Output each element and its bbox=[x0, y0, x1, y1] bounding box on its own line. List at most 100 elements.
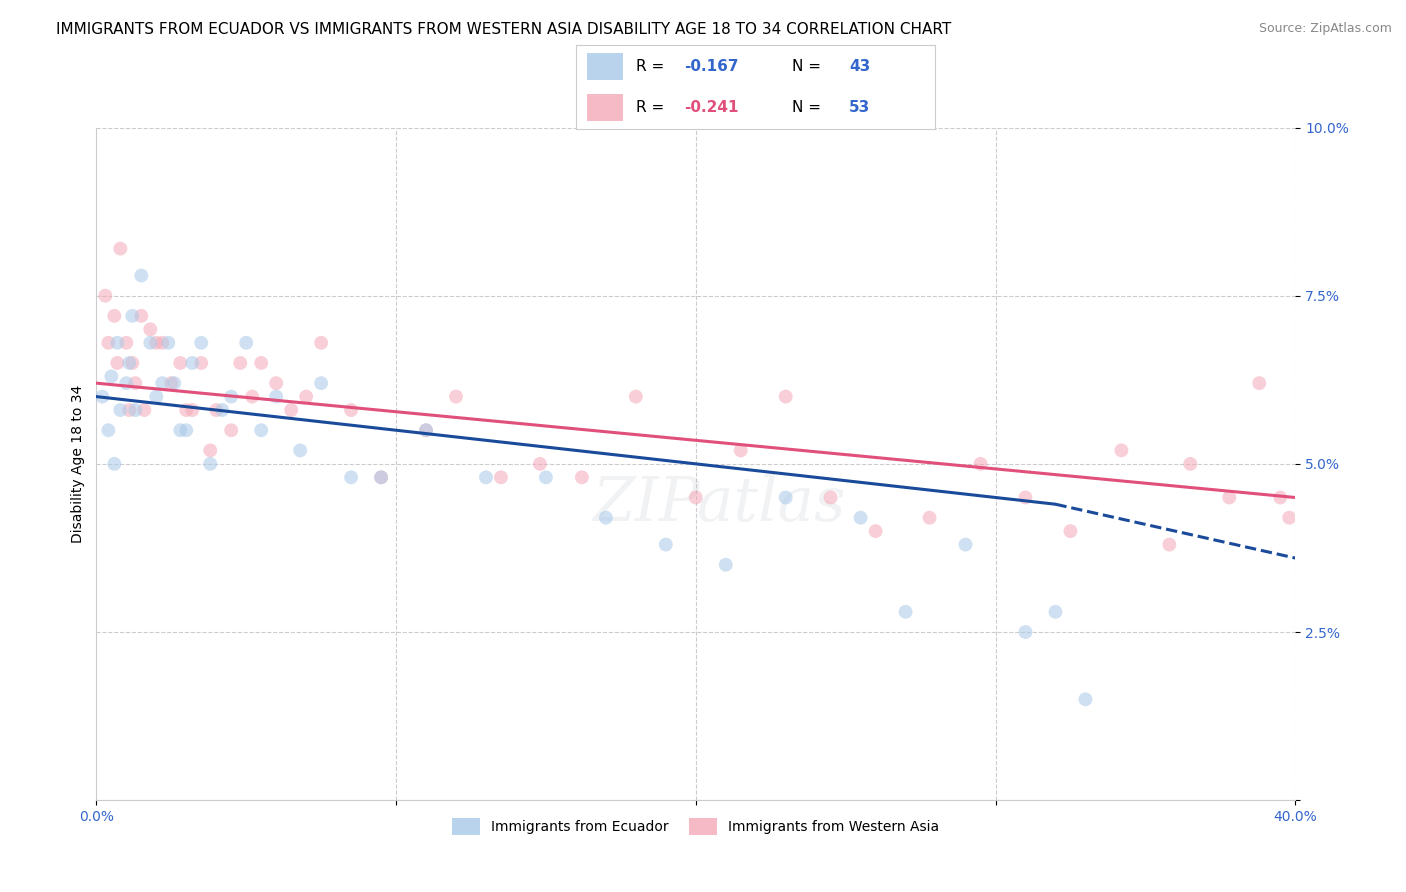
Point bbox=[534, 470, 557, 484]
Point bbox=[145, 390, 167, 404]
Point bbox=[219, 423, 242, 437]
Point bbox=[229, 356, 252, 370]
Point bbox=[340, 470, 363, 484]
Point bbox=[139, 335, 162, 350]
Point bbox=[97, 335, 120, 350]
Point bbox=[250, 423, 273, 437]
Text: N =: N = bbox=[792, 100, 825, 115]
Point bbox=[157, 335, 180, 350]
Point bbox=[131, 309, 153, 323]
Point bbox=[415, 423, 437, 437]
Point bbox=[1045, 605, 1067, 619]
Point bbox=[475, 470, 498, 484]
Point bbox=[685, 491, 707, 505]
Text: 53: 53 bbox=[849, 100, 870, 115]
Point bbox=[918, 510, 941, 524]
Text: -0.167: -0.167 bbox=[685, 59, 738, 74]
Point bbox=[115, 376, 138, 391]
Point bbox=[110, 242, 132, 256]
Point bbox=[118, 403, 141, 417]
Point bbox=[174, 423, 197, 437]
Point bbox=[1270, 491, 1292, 505]
Text: IMMIGRANTS FROM ECUADOR VS IMMIGRANTS FROM WESTERN ASIA DISABILITY AGE 18 TO 34 : IMMIGRANTS FROM ECUADOR VS IMMIGRANTS FR… bbox=[56, 22, 952, 37]
Point bbox=[200, 443, 222, 458]
Point bbox=[849, 510, 872, 524]
Point bbox=[110, 403, 132, 417]
Point bbox=[190, 356, 212, 370]
Point bbox=[595, 510, 617, 524]
Point bbox=[150, 376, 173, 391]
Point bbox=[134, 403, 156, 417]
Point bbox=[775, 491, 797, 505]
Point bbox=[169, 423, 191, 437]
Point bbox=[1074, 692, 1097, 706]
Bar bbox=[588, 54, 623, 80]
Point bbox=[865, 524, 887, 538]
Point bbox=[1014, 625, 1036, 640]
Point bbox=[264, 376, 287, 391]
Point bbox=[894, 605, 917, 619]
Point bbox=[775, 390, 797, 404]
Point bbox=[340, 403, 363, 417]
Point bbox=[121, 356, 143, 370]
Point bbox=[124, 376, 146, 391]
Text: R =: R = bbox=[636, 100, 669, 115]
Point bbox=[288, 443, 311, 458]
Point bbox=[169, 356, 191, 370]
Point bbox=[264, 390, 287, 404]
Point bbox=[529, 457, 551, 471]
Point bbox=[150, 335, 173, 350]
Point bbox=[103, 457, 125, 471]
Point bbox=[97, 423, 120, 437]
Point bbox=[174, 403, 197, 417]
Point bbox=[1159, 538, 1181, 552]
Point bbox=[205, 403, 228, 417]
Point bbox=[820, 491, 842, 505]
Point bbox=[235, 335, 257, 350]
Point bbox=[103, 309, 125, 323]
Point bbox=[240, 390, 263, 404]
Point bbox=[1180, 457, 1202, 471]
Point bbox=[105, 356, 128, 370]
Point bbox=[295, 390, 318, 404]
Point bbox=[415, 423, 437, 437]
Point bbox=[1249, 376, 1271, 391]
Text: Source: ZipAtlas.com: Source: ZipAtlas.com bbox=[1258, 22, 1392, 36]
Point bbox=[131, 268, 153, 283]
Legend: Immigrants from Ecuador, Immigrants from Western Asia: Immigrants from Ecuador, Immigrants from… bbox=[447, 813, 945, 840]
Point bbox=[1059, 524, 1081, 538]
Point bbox=[160, 376, 183, 391]
Point bbox=[94, 289, 117, 303]
Text: N =: N = bbox=[792, 59, 825, 74]
Text: 43: 43 bbox=[849, 59, 870, 74]
Point bbox=[163, 376, 186, 391]
Point bbox=[91, 390, 114, 404]
Point bbox=[105, 335, 128, 350]
Point bbox=[1218, 491, 1240, 505]
Point bbox=[370, 470, 392, 484]
Point bbox=[181, 356, 204, 370]
Point bbox=[1111, 443, 1133, 458]
Point bbox=[219, 390, 242, 404]
Point bbox=[280, 403, 302, 417]
Point bbox=[118, 356, 141, 370]
Point bbox=[124, 403, 146, 417]
Point bbox=[571, 470, 593, 484]
Text: R =: R = bbox=[636, 59, 669, 74]
Bar bbox=[588, 94, 623, 120]
Point bbox=[489, 470, 512, 484]
Point bbox=[955, 538, 977, 552]
Point bbox=[1278, 510, 1301, 524]
Point bbox=[624, 390, 647, 404]
Text: -0.241: -0.241 bbox=[685, 100, 738, 115]
Point bbox=[309, 335, 332, 350]
Point bbox=[714, 558, 737, 572]
Point bbox=[730, 443, 752, 458]
Point bbox=[250, 356, 273, 370]
Point bbox=[309, 376, 332, 391]
Point bbox=[100, 369, 122, 384]
Point bbox=[121, 309, 143, 323]
Point bbox=[190, 335, 212, 350]
Y-axis label: Disability Age 18 to 34: Disability Age 18 to 34 bbox=[72, 384, 86, 543]
Point bbox=[1014, 491, 1036, 505]
